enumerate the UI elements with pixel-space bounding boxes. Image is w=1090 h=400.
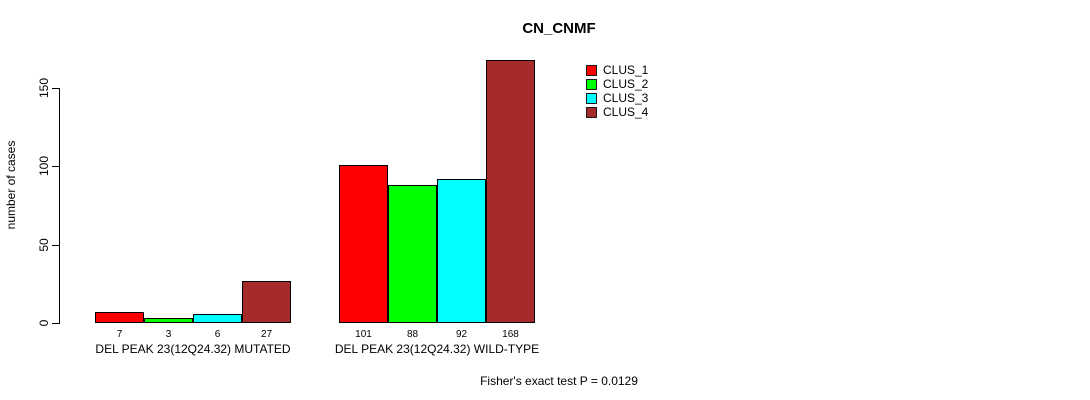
legend-swatch-icon [586, 106, 597, 118]
legend-item-label: CLUS_3 [603, 91, 649, 105]
bar-clus_1-group1 [95, 312, 144, 323]
legend-item-label: CLUS_1 [603, 63, 649, 77]
legend-swatch-icon [586, 78, 597, 90]
legend-swatch-icon [586, 92, 597, 104]
y-axis-tick-label: 150 [37, 77, 51, 99]
y-axis-tick-mark [52, 323, 60, 324]
y-axis-tick-label: 100 [37, 155, 51, 177]
bar-value-label: 92 [455, 329, 468, 340]
chart-title: CN_CNMF [522, 20, 596, 37]
legend-item-label: CLUS_2 [603, 77, 649, 91]
y-axis-tick-mark [52, 88, 60, 89]
bar-clus_4-group1 [242, 281, 291, 323]
legend-item-label: CLUS_4 [603, 105, 649, 119]
group-label-mutated: DEL PEAK 23(12Q24.32) MUTATED [95, 342, 291, 356]
y-axis-tick-label: 50 [37, 238, 51, 252]
y-axis-tick-mark [52, 166, 60, 167]
bar-value-label: 7 [116, 329, 123, 340]
bar-value-label: 168 [502, 329, 519, 340]
bar-clus_2-group1 [144, 318, 193, 323]
fisher-test-annotation: Fisher's exact test P = 0.0129 [480, 374, 638, 388]
bar-clus_3-group1 [193, 314, 242, 323]
bar-clus_2-group2 [388, 185, 437, 323]
y-axis-tick-label: 0 [37, 319, 51, 327]
legend: CLUS_1 CLUS_2 CLUS_3 CLUS_4 [586, 63, 648, 119]
bar-clus_1-group2 [339, 165, 388, 323]
legend-item-clus_2: CLUS_2 [586, 77, 648, 91]
legend-item-clus_4: CLUS_4 [586, 105, 648, 119]
bar-clus_3-group2 [437, 179, 486, 323]
bar-value-label: 3 [165, 329, 172, 340]
legend-swatch-icon [586, 64, 597, 76]
bar-value-label: 6 [214, 329, 221, 340]
bar-value-label: 101 [355, 329, 372, 340]
legend-item-clus_1: CLUS_1 [586, 63, 648, 77]
bar-value-label: 88 [406, 329, 419, 340]
y-axis-tick-mark [52, 245, 60, 246]
y-axis-label: number of cases [4, 140, 18, 230]
bar-clus_4-group2 [486, 60, 535, 323]
legend-item-clus_3: CLUS_3 [586, 91, 648, 105]
group-label-wild-type: DEL PEAK 23(12Q24.32) WILD-TYPE [334, 342, 540, 356]
bar-value-label: 27 [260, 329, 273, 340]
y-axis-line [59, 88, 60, 324]
